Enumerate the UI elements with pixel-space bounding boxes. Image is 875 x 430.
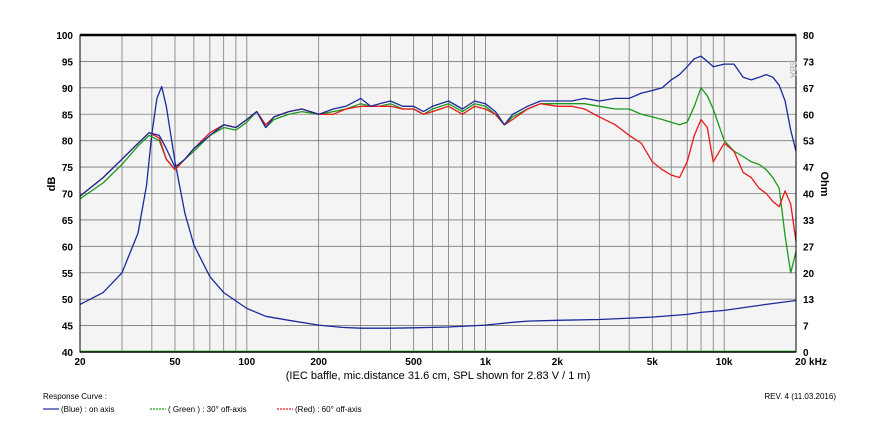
y-left-axis-label: dB	[46, 177, 58, 192]
y-right-tick-label: 67	[803, 84, 815, 95]
y-left-tick-label: 75	[62, 163, 74, 174]
grid	[79, 34, 797, 353]
y-left-tick-labels: 100 95 90 85 80 75 70 65 60 55 50 45 40	[56, 31, 73, 359]
y-right-tick-label: 53	[803, 137, 815, 148]
y-left-tick-label: 65	[62, 216, 74, 227]
y-left-tick-label: 95	[62, 57, 74, 68]
y-right-tick-label: 40	[803, 190, 815, 201]
x-tick-label: 200	[310, 357, 327, 368]
y-left-tick-label: 60	[62, 242, 74, 253]
y-left-tick-label: 50	[62, 295, 74, 306]
x-tick-label: 5k	[647, 357, 659, 368]
y-left-tick-label: 45	[62, 322, 74, 333]
y-right-tick-label: 73	[803, 57, 815, 68]
y-left-tick-label: 70	[62, 190, 74, 201]
series-layer	[79, 55, 797, 352]
x-tick-label: 50	[169, 357, 181, 368]
y-right-tick-label: 0	[803, 348, 809, 359]
impedance-curve	[79, 85, 797, 329]
x-tick-label: 20 kHz	[795, 357, 827, 368]
y-right-tick-label: 33	[803, 216, 815, 227]
chart-caption: (IEC baffle, mic.distance 31.6 cm, SPL s…	[286, 370, 590, 382]
y-left-tick-label: 100	[56, 31, 73, 42]
y-right-tick-label: 7	[803, 322, 809, 333]
y-left-tick-label: 85	[62, 110, 74, 121]
y-left-tick-label: 90	[62, 84, 74, 95]
y-left-tick-label: 40	[62, 348, 74, 359]
y-right-tick-label: 20	[803, 269, 815, 280]
y-right-axis-label: Ohm	[818, 171, 830, 196]
y-right-tick-label: 47	[803, 163, 815, 174]
y-right-tick-label: 80	[803, 31, 815, 42]
x-tick-label: 1k	[480, 357, 492, 368]
y-right-tick-label: 27	[803, 242, 815, 253]
watermark: SBA	[788, 60, 798, 78]
y-right-tick-label: 13	[803, 295, 815, 306]
revision-label: REV. 4 (11.03.2016)	[764, 392, 836, 401]
x-tick-label: 2k	[552, 357, 564, 368]
legend-label: (Blue) : on axis	[61, 405, 114, 414]
legend: (Blue) : on axis ( Green ) : 30° off-axis…	[43, 405, 362, 414]
x-tick-label: 500	[405, 357, 422, 368]
legend-label: (Red) : 60° off-axis	[295, 405, 362, 414]
x-tick-labels: 20 50 100 200 500 1k 2k 5k 10k 20 kHz	[74, 357, 826, 368]
legend-title: Response Curve :	[43, 392, 107, 401]
y-right-tick-label: 60	[803, 110, 815, 121]
x-tick-label: 10k	[716, 357, 733, 368]
y-left-tick-label: 55	[62, 269, 74, 280]
x-tick-label: 100	[238, 357, 255, 368]
y-left-tick-label: 80	[62, 137, 74, 148]
on-axis-curve	[79, 55, 797, 197]
off-axis-30-curve	[79, 87, 797, 274]
legend-label: ( Green ) : 30° off-axis	[168, 405, 247, 414]
x-tick-label: 20	[74, 357, 86, 368]
y-right-tick-labels: 80 73 67 60 53 47 40 33 27 20 13 7 0	[803, 31, 815, 359]
